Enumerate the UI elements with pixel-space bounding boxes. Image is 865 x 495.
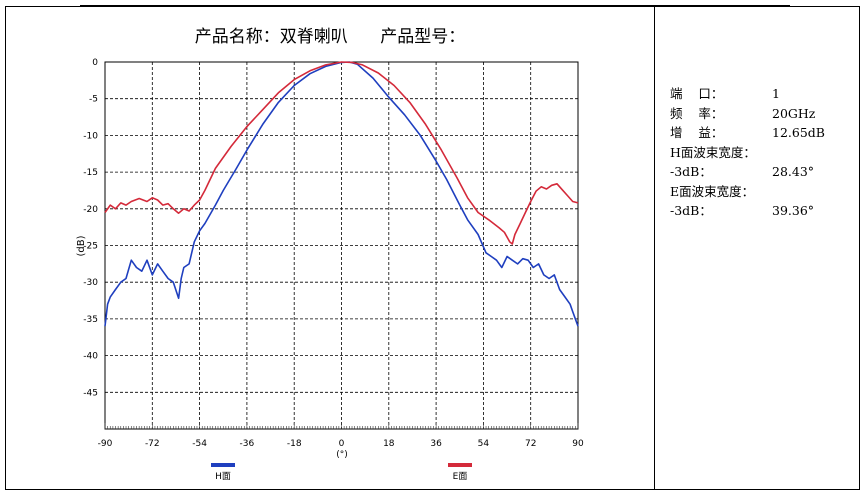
x-tick-label: 18 bbox=[383, 439, 395, 449]
frequency-row: 频 率： 20GHz bbox=[670, 104, 825, 124]
h-plane-series-line bbox=[104, 61, 579, 327]
h-beamwidth-label: -3dB： bbox=[670, 164, 712, 179]
y-tick-label: 0 bbox=[92, 58, 98, 68]
e-beamwidth-heading: E面波束宽度： bbox=[670, 183, 755, 199]
e-plane-series-line bbox=[104, 61, 579, 245]
radiation-pattern-chart: -90 -72 -54 -36 -18 0 18 36 54 72 90 0 -5 -10 -15 -20 -2… bbox=[76, 58, 584, 482]
report-frame bbox=[5, 6, 860, 490]
h-beamwidth-heading-row: H面波束宽度： bbox=[670, 143, 825, 163]
h-beamwidth-heading: H面波束宽度： bbox=[670, 144, 756, 160]
e-beamwidth-value: 39.36° bbox=[772, 203, 815, 218]
x-tick-label: -72 bbox=[145, 439, 160, 449]
port-value: 1 bbox=[772, 86, 780, 101]
page-title: 产品名称：双脊喇叭 产品型号： bbox=[194, 27, 466, 47]
x-tick-label: 72 bbox=[525, 439, 536, 449]
y-tick-label: -45 bbox=[83, 388, 98, 398]
port-label: 端 口： bbox=[670, 86, 724, 101]
gain-label: 增 益： bbox=[670, 125, 724, 140]
x-tick-label: -54 bbox=[192, 439, 207, 449]
legend: H面 E面 bbox=[211, 463, 472, 482]
port-row: 端 口： 1 bbox=[670, 84, 825, 104]
h-beamwidth-value: 28.43° bbox=[772, 164, 815, 179]
e-beamwidth-row: -3dB： 39.36° bbox=[670, 201, 825, 221]
frequency-label: 频 率： bbox=[670, 105, 724, 121]
x-axis-label: (°) bbox=[336, 450, 348, 460]
legend-h-label: H面 bbox=[215, 471, 231, 482]
x-tick-label: 90 bbox=[572, 439, 584, 449]
gain-value: 12.65dB bbox=[772, 125, 825, 140]
panel-divider bbox=[654, 6, 655, 490]
x-tick-label: 54 bbox=[478, 439, 490, 449]
y-tick-label: -35 bbox=[83, 315, 98, 325]
x-tick-label: -90 bbox=[98, 439, 113, 449]
legend-e-label: E面 bbox=[453, 471, 468, 482]
x-tick-label: -18 bbox=[287, 439, 302, 449]
y-tick-label: -20 bbox=[83, 205, 98, 215]
frequency-value: 20GHz bbox=[772, 105, 816, 121]
x-tick-label: -36 bbox=[240, 439, 255, 449]
x-tick-label: 0 bbox=[339, 439, 345, 449]
e-beamwidth-label: -3dB： bbox=[670, 203, 712, 218]
h-beamwidth-row: -3dB： 28.43° bbox=[670, 162, 825, 182]
info-panel: 端 口： 1 频 率： 20GHz 增 益： 12.65dB H面波束宽度： -… bbox=[670, 84, 825, 221]
gain-row: 增 益： 12.65dB bbox=[670, 123, 825, 143]
y-tick-label: -10 bbox=[83, 131, 98, 141]
e-beamwidth-heading-row: E面波束宽度： bbox=[670, 182, 825, 202]
y-tick-label: -30 bbox=[83, 278, 98, 288]
y-tick-label: -25 bbox=[83, 242, 98, 252]
y-tick-label: -40 bbox=[83, 352, 98, 362]
y-axis-label: (dB) bbox=[76, 235, 87, 256]
x-tick-label: 36 bbox=[430, 439, 442, 449]
y-tick-label: -5 bbox=[89, 95, 98, 105]
y-tick-label: -15 bbox=[83, 168, 98, 178]
top-rule bbox=[80, 5, 790, 6]
